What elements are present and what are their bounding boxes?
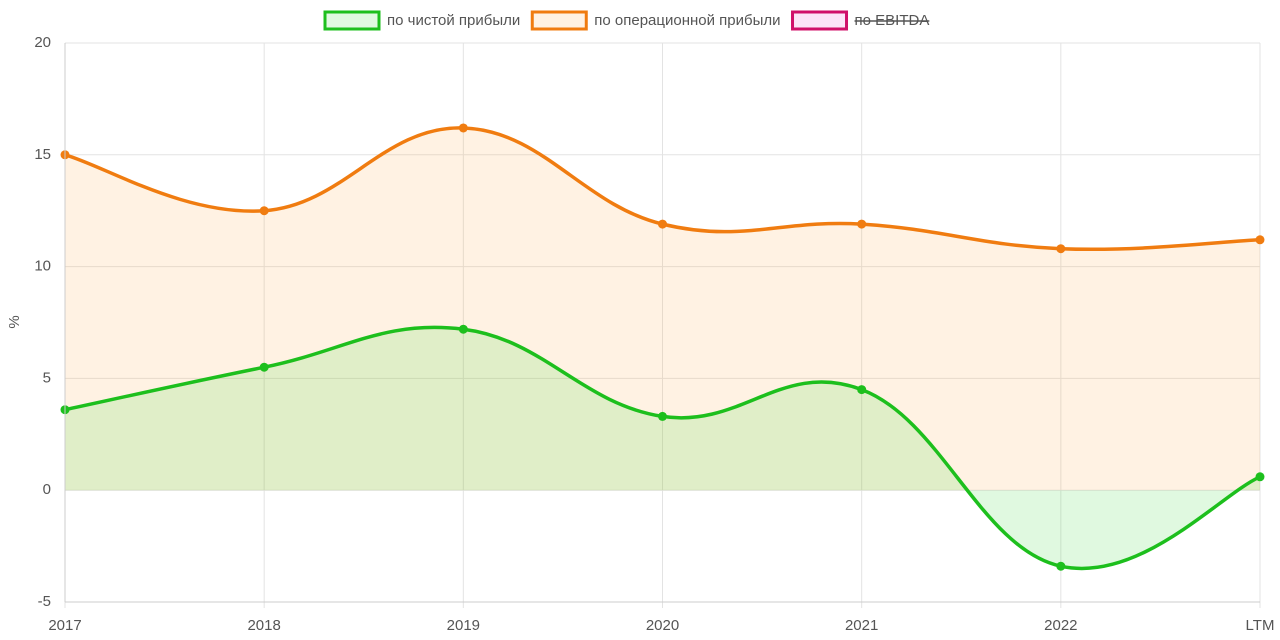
area bbox=[65, 327, 1260, 569]
point bbox=[1255, 235, 1265, 245]
y-tick-label: 20 bbox=[34, 34, 51, 51]
legend-label: по чистой прибыли bbox=[387, 12, 520, 29]
point bbox=[259, 362, 269, 372]
y-tick-label: 10 bbox=[34, 258, 51, 275]
y-tick-label: -5 bbox=[38, 593, 51, 610]
legend-swatch bbox=[323, 10, 381, 31]
legend-item[interactable]: по чистой прибыли bbox=[323, 10, 520, 31]
x-tick-label: 2020 bbox=[646, 617, 679, 634]
point bbox=[458, 324, 468, 334]
x-tick-label: 2019 bbox=[447, 617, 480, 634]
legend-item[interactable]: по EBITDA bbox=[791, 10, 930, 31]
x-tick-label: 2018 bbox=[247, 617, 280, 634]
legend-swatch bbox=[791, 10, 849, 31]
point bbox=[1056, 561, 1066, 571]
point bbox=[857, 385, 867, 395]
x-tick-label: LTM bbox=[1246, 617, 1275, 634]
point bbox=[1255, 472, 1265, 482]
legend-label: по операционной прибыли bbox=[594, 12, 780, 29]
y-tick-label: 5 bbox=[43, 369, 51, 386]
x-tick-label: 2022 bbox=[1044, 617, 1077, 634]
point bbox=[658, 219, 667, 229]
point bbox=[658, 411, 667, 421]
y-tick-label: 15 bbox=[34, 146, 51, 163]
point bbox=[458, 123, 468, 133]
legend: по чистой прибыли по операционной прибыли… bbox=[323, 10, 930, 31]
point bbox=[1056, 244, 1066, 254]
legend-item[interactable]: по операционной прибыли bbox=[530, 10, 781, 31]
legend-swatch bbox=[530, 10, 588, 31]
point bbox=[259, 206, 269, 216]
point bbox=[857, 219, 867, 229]
y-tick-label: 0 bbox=[43, 481, 51, 498]
x-tick-label: 2017 bbox=[48, 617, 81, 634]
x-tick-label: 2021 bbox=[845, 617, 878, 634]
area bbox=[65, 127, 1260, 491]
y-axis-label: % bbox=[6, 315, 23, 328]
